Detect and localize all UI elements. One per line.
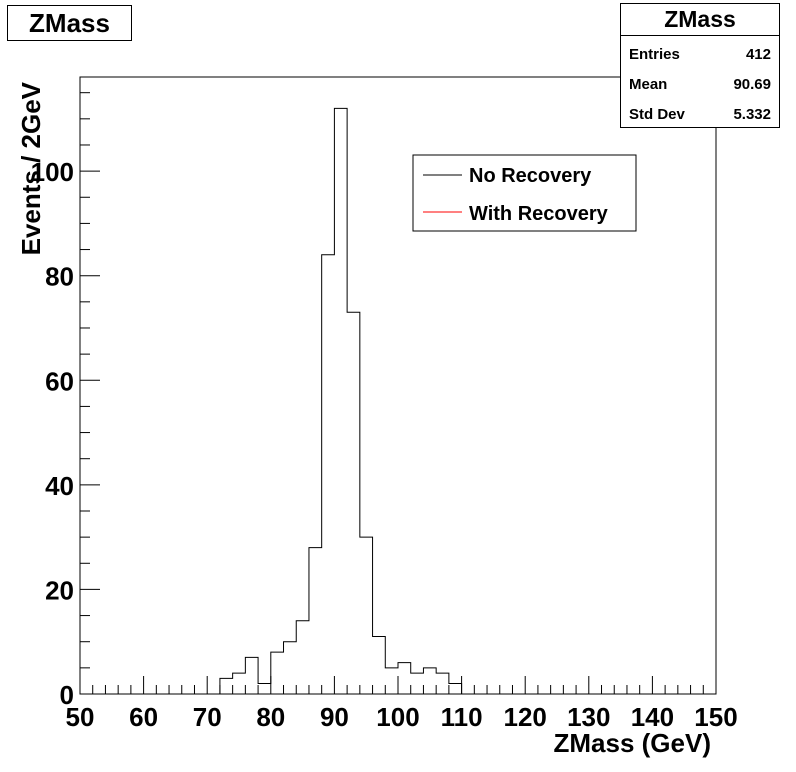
y-tick-label: 100 xyxy=(31,157,74,187)
y-axis-title: Events / 2GeV xyxy=(16,81,46,255)
x-tick-label: 110 xyxy=(441,702,483,732)
x-tick-label: 60 xyxy=(129,702,158,732)
x-tick-label: 120 xyxy=(504,702,547,732)
stat-label: Mean xyxy=(629,76,668,93)
stats-title: ZMass xyxy=(621,4,779,36)
x-tick-label: 100 xyxy=(376,702,419,732)
stat-row-mean: Mean 90.69 xyxy=(629,76,771,96)
tick-labels: 50 60 70 80 90 100 110 120 130 140 150 0 20 40 60 80 100 xyxy=(31,157,738,732)
stat-label: Entries xyxy=(629,46,680,63)
stats-box: ZMass Entries 412 Mean 90.69 Std Dev 5.3… xyxy=(620,3,780,128)
y-tick-label: 20 xyxy=(45,575,74,605)
x-tick-label: 80 xyxy=(256,702,285,732)
legend-box xyxy=(412,154,637,232)
legend-label-no-recovery: No Recovery xyxy=(469,165,592,187)
stat-value: 90.69 xyxy=(733,76,771,93)
x-tick-label: 90 xyxy=(320,702,349,732)
stat-label: Std Dev xyxy=(629,106,685,123)
plot-title: ZMass xyxy=(7,5,132,41)
x-tick-label: 70 xyxy=(193,702,222,732)
y-tick-label: 80 xyxy=(45,262,74,292)
y-tick-label: 60 xyxy=(45,366,74,396)
x-axis-title: ZMass (GeV) xyxy=(554,728,712,758)
x-tick-label: 140 xyxy=(631,702,674,732)
stat-value: 5.332 xyxy=(733,106,771,123)
legend-label-with-recovery: With Recovery xyxy=(469,203,609,225)
x-tick-label: 50 xyxy=(66,702,95,732)
legend: No Recovery With Recovery xyxy=(412,154,637,232)
x-tick-label: 150 xyxy=(694,702,737,732)
stat-row-stddev: Std Dev 5.332 xyxy=(629,106,771,126)
series-line-no-recovery xyxy=(219,107,463,694)
y-tick-label: 40 xyxy=(45,471,74,501)
x-tick-label: 130 xyxy=(567,702,610,732)
stat-value: 412 xyxy=(745,46,771,63)
y-tick-label: 0 xyxy=(60,680,74,710)
stat-row-entries: Entries 412 xyxy=(629,46,771,66)
